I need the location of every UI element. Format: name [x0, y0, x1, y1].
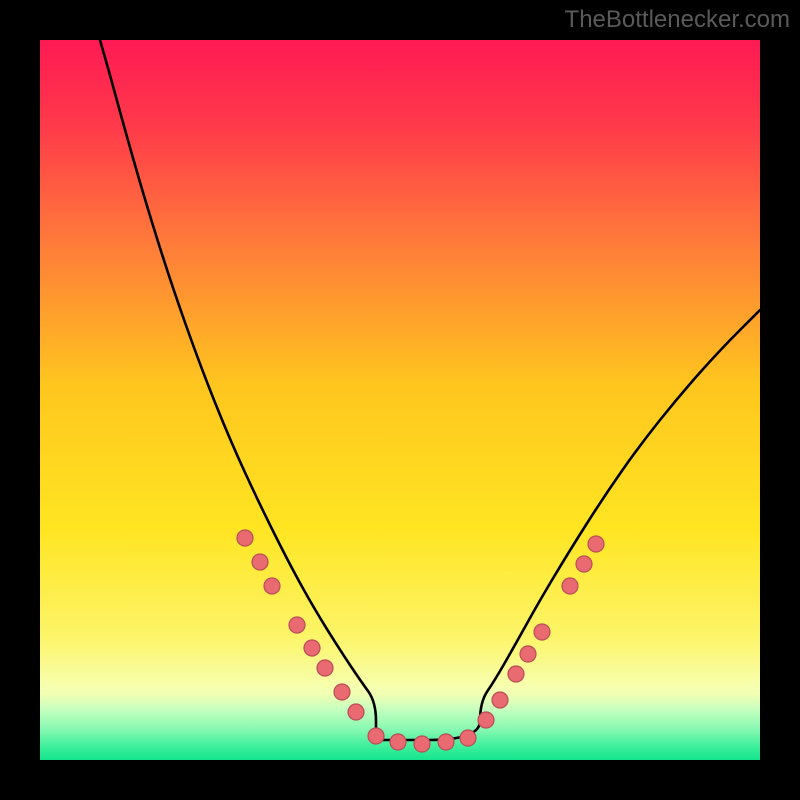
data-marker — [460, 730, 476, 746]
watermark-text: TheBottlenecker.com — [565, 6, 790, 34]
data-marker — [289, 617, 305, 633]
data-marker — [368, 728, 384, 744]
data-marker — [390, 734, 406, 750]
data-marker — [520, 646, 536, 662]
data-marker — [237, 530, 253, 546]
data-marker — [534, 624, 550, 640]
data-marker — [304, 640, 320, 656]
curve-right — [376, 310, 760, 740]
data-marker — [492, 692, 508, 708]
data-marker — [252, 554, 268, 570]
data-marker — [478, 712, 494, 728]
data-marker — [264, 578, 280, 594]
data-marker — [576, 556, 592, 572]
plot-area — [40, 40, 760, 760]
data-marker — [317, 660, 333, 676]
data-marker — [508, 666, 524, 682]
data-marker — [348, 704, 364, 720]
data-marker — [438, 734, 454, 750]
data-marker — [588, 536, 604, 552]
data-marker — [562, 578, 578, 594]
curve-left — [100, 40, 376, 740]
data-markers — [237, 530, 604, 752]
data-marker — [414, 736, 430, 752]
data-marker — [334, 684, 350, 700]
chart-overlay — [40, 40, 760, 760]
